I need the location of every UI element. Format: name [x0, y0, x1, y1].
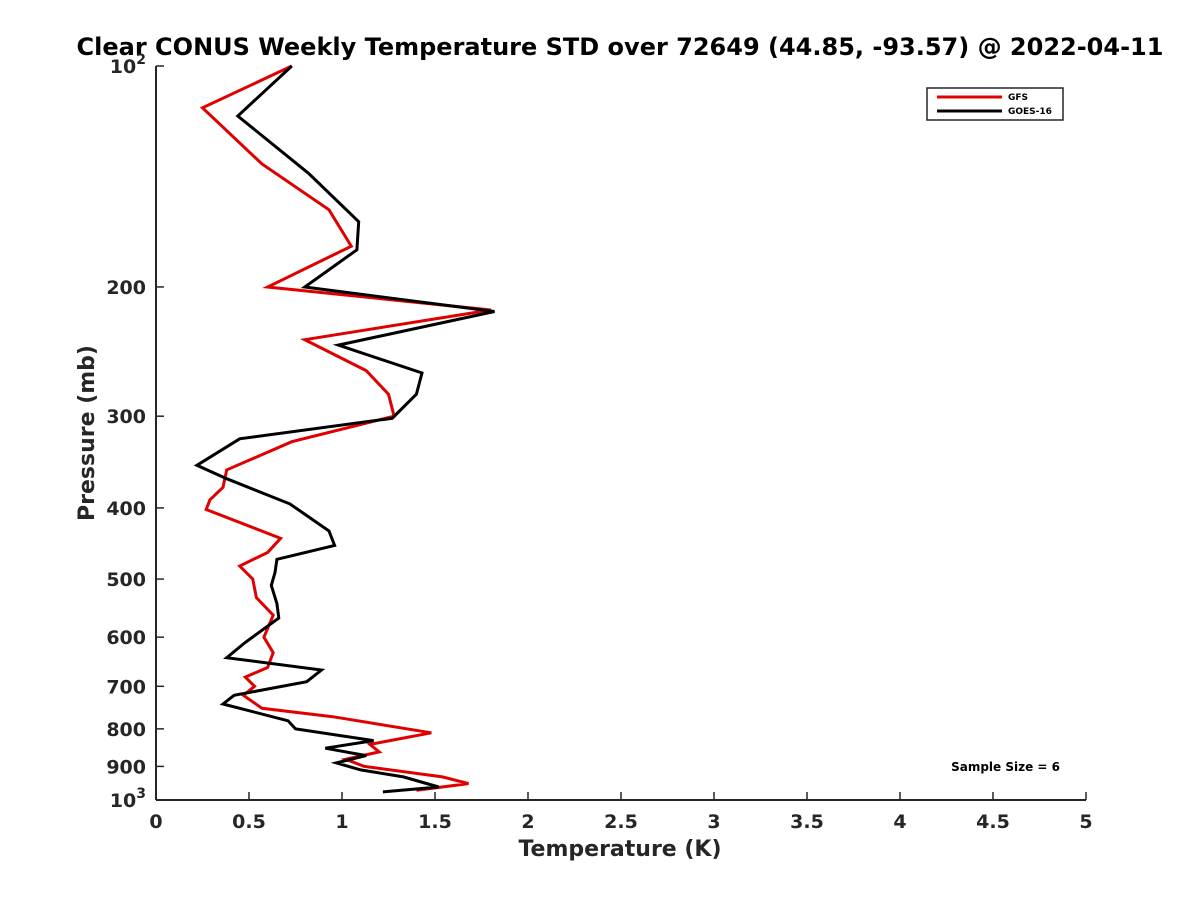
x-tick-label: 3.5: [790, 811, 824, 833]
y-tick-label: 500: [106, 569, 146, 591]
legend-box: [926, 87, 1064, 121]
legend-label-gfs: GFS: [1008, 93, 1028, 103]
y-tick-label: 700: [106, 676, 146, 698]
chart-title: Clear CONUS Weekly Temperature STD over …: [77, 33, 1164, 61]
x-axis-label: Temperature (K): [518, 837, 721, 862]
y-tick-label: 900: [106, 756, 146, 778]
x-tick-label: 2.5: [604, 811, 638, 833]
series-lines: [193, 64, 495, 794]
x-tick-label: 2: [521, 811, 534, 833]
y-tick-label: 600: [106, 627, 146, 649]
y-tick-label: 400: [106, 498, 146, 520]
x-tick-label: 4.5: [976, 811, 1010, 833]
x-tick-label: 0.5: [232, 811, 266, 833]
y-tick-label: 102: [110, 52, 146, 78]
y-axis-label: Pressure (mb): [75, 345, 100, 521]
y-tick-base: 10: [110, 56, 136, 78]
y-tick-base: 10: [110, 790, 136, 812]
x-tick-label: 1.5: [418, 811, 452, 833]
x-tick-label: 4: [893, 811, 906, 833]
x-tick-label: 1: [335, 811, 348, 833]
x-ticks: 0 0.5 1 1.5 2 2.5 3 3.5 4 4.5 5: [149, 792, 1093, 833]
y-tick-label: 200: [106, 277, 146, 299]
x-tick-label: 0: [149, 811, 162, 833]
x-tick-label: 3: [707, 811, 720, 833]
y-tick-exponent: 3: [136, 786, 146, 802]
series-line-goes-16: [193, 64, 495, 794]
x-tick-label: 5: [1079, 811, 1092, 833]
y-tick-label: 800: [106, 719, 146, 741]
series-line-gfs: [199, 64, 492, 792]
y-tick-exponent: 2: [136, 52, 146, 68]
sample-size-annotation: Sample Size = 6: [951, 760, 1060, 774]
y-tick-label: 300: [106, 406, 146, 428]
legend: GFS GOES-16: [926, 87, 1064, 121]
plot-area: [155, 66, 1086, 801]
legend-label-goes-16: GOES-16: [1008, 107, 1052, 117]
y-tick-label: 103: [110, 786, 146, 812]
